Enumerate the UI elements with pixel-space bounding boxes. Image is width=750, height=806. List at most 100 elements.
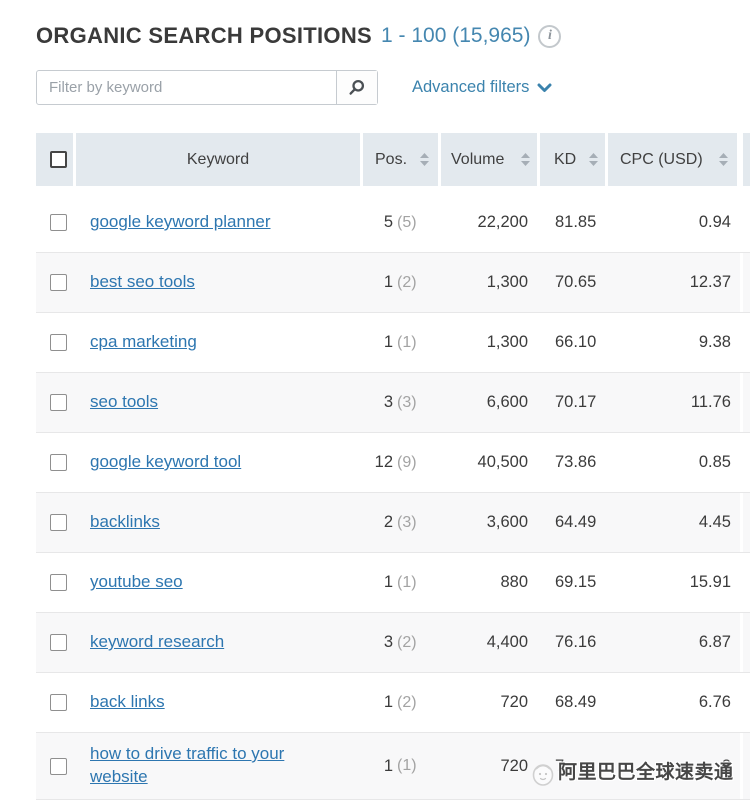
position-value: 3 bbox=[383, 393, 393, 411]
row-checkbox[interactable] bbox=[50, 454, 67, 471]
volume-value: 22,200 bbox=[477, 213, 528, 231]
position-value: 1 bbox=[383, 756, 393, 775]
position-cell: 1 (2) bbox=[363, 673, 441, 732]
table-row: back links 1 (2) 720 68.49 6.76 bbox=[36, 673, 750, 733]
column-header-volume[interactable]: Volume bbox=[441, 133, 540, 186]
position-cell: 3 (2) bbox=[363, 613, 441, 672]
keyword-link[interactable]: google keyword tool bbox=[90, 452, 242, 472]
row-checkbox[interactable] bbox=[50, 634, 67, 651]
page-title: ORGANIC SEARCH POSITIONS bbox=[36, 23, 373, 48]
position-cell: 1 (1) bbox=[363, 733, 441, 799]
cpc-value: 6.87 bbox=[698, 633, 731, 651]
position-value: 2 bbox=[383, 513, 393, 531]
table-row: google keyword tool 12 (9) 40,500 73.86 … bbox=[36, 433, 750, 493]
row-checkbox[interactable] bbox=[50, 757, 67, 775]
position-cell: 2 (3) bbox=[363, 493, 441, 552]
cpc-value: 12.37 bbox=[689, 273, 731, 291]
advanced-filters-link[interactable]: Advanced filters bbox=[412, 78, 552, 97]
position-previous: (2) bbox=[397, 633, 417, 651]
volume-value: 720 bbox=[500, 756, 528, 775]
position-previous: (2) bbox=[397, 693, 417, 711]
row-checkbox[interactable] bbox=[50, 574, 67, 591]
info-icon[interactable]: i bbox=[538, 24, 562, 48]
table-header-row: Keyword Pos. Volume KD CP bbox=[36, 133, 750, 186]
row-checkbox-cell bbox=[36, 193, 76, 252]
kd-value: 68.49 bbox=[555, 693, 597, 711]
row-checkbox[interactable] bbox=[50, 214, 67, 231]
keyword-cell: back links bbox=[76, 673, 363, 732]
position-previous: (3) bbox=[397, 513, 417, 531]
table-row: seo tools 3 (3) 6,600 70.17 11.76 bbox=[36, 373, 750, 433]
keyword-cell: cpa marketing bbox=[76, 313, 363, 372]
partial-next-column-cell bbox=[740, 193, 750, 252]
volume-value: 6,600 bbox=[486, 393, 528, 411]
sort-arrows-icon bbox=[719, 153, 728, 166]
position-cell: 3 (3) bbox=[363, 373, 441, 432]
row-checkbox[interactable] bbox=[50, 694, 67, 711]
position-cell: 1 (2) bbox=[363, 253, 441, 312]
column-header-cpc[interactable]: CPC (USD) bbox=[608, 133, 740, 186]
search-button[interactable] bbox=[336, 71, 377, 104]
kd-value: 70.65 bbox=[555, 273, 597, 291]
row-checkbox-cell bbox=[36, 433, 76, 492]
row-checkbox-cell bbox=[36, 673, 76, 732]
position-value: 1 bbox=[383, 273, 393, 291]
keyword-link[interactable]: google keyword planner bbox=[90, 212, 271, 232]
position-value: 12 bbox=[374, 453, 393, 471]
position-previous: (5) bbox=[397, 213, 417, 231]
volume-value: 4,400 bbox=[486, 633, 528, 651]
position-cell: 12 (9) bbox=[363, 433, 441, 492]
table-row: google keyword planner 5 (5) 22,200 81.8… bbox=[36, 193, 750, 253]
sort-arrows-icon bbox=[589, 153, 598, 166]
partial-next-column-cell bbox=[740, 253, 750, 312]
row-checkbox-cell bbox=[36, 493, 76, 552]
results-range-count[interactable]: 1 - 100 (15,965) bbox=[381, 24, 531, 47]
table-row: youtube seo 1 (1) 880 69.15 15.91 bbox=[36, 553, 750, 613]
filter-bar: Advanced filters bbox=[36, 70, 750, 105]
keyword-filter-input[interactable] bbox=[37, 71, 336, 104]
row-checkbox[interactable] bbox=[50, 274, 67, 291]
keyword-cell: youtube seo bbox=[76, 553, 363, 612]
partial-next-column-cell bbox=[740, 553, 750, 612]
volume-value: 720 bbox=[500, 693, 528, 711]
position-value: 5 bbox=[383, 213, 393, 231]
search-icon bbox=[349, 79, 365, 95]
row-checkbox-cell bbox=[36, 373, 76, 432]
partial-next-column-cell bbox=[740, 673, 750, 732]
row-checkbox[interactable] bbox=[50, 334, 67, 351]
keyword-link[interactable]: keyword research bbox=[90, 632, 225, 652]
keyword-cell: backlinks bbox=[76, 493, 363, 552]
row-checkbox[interactable] bbox=[50, 514, 67, 531]
table-row: how to drive traffic to your website 1 (… bbox=[36, 733, 750, 800]
partial-next-column-cell bbox=[740, 613, 750, 672]
position-previous: (1) bbox=[397, 757, 417, 774]
partial-next-column-cell bbox=[740, 433, 750, 492]
column-header-kd[interactable]: KD bbox=[540, 133, 608, 186]
cpc-value: 6.76 bbox=[698, 693, 731, 711]
row-checkbox-cell bbox=[36, 253, 76, 312]
keyword-link[interactable]: back links bbox=[90, 692, 165, 712]
partial-next-column-header bbox=[740, 133, 750, 186]
volume-value: 3,600 bbox=[486, 513, 528, 531]
table-row: best seo tools 1 (2) 1,300 70.65 12.37 bbox=[36, 253, 750, 313]
keyword-link[interactable]: seo tools bbox=[90, 392, 159, 412]
position-previous: (1) bbox=[397, 573, 417, 591]
keyword-cell: google keyword planner bbox=[76, 193, 363, 252]
organic-positions-table: Keyword Pos. Volume KD CP bbox=[36, 133, 750, 800]
column-header-pos[interactable]: Pos. bbox=[363, 133, 441, 186]
position-previous: (9) bbox=[397, 453, 417, 471]
volume-value: 40,500 bbox=[477, 453, 528, 471]
select-all-checkbox[interactable] bbox=[50, 151, 67, 168]
keyword-cell: best seo tools bbox=[76, 253, 363, 312]
kd-value: 70.17 bbox=[555, 393, 597, 411]
position-cell: 5 (5) bbox=[363, 193, 441, 252]
keyword-link[interactable]: best seo tools bbox=[90, 272, 195, 292]
keyword-link[interactable]: youtube seo bbox=[90, 572, 183, 592]
keyword-link[interactable]: cpa marketing bbox=[90, 332, 197, 352]
row-checkbox[interactable] bbox=[50, 394, 67, 411]
cpc-value: 3 bbox=[721, 756, 731, 775]
partial-next-column-cell bbox=[740, 373, 750, 432]
keyword-link[interactable]: how to drive traffic to your website bbox=[90, 744, 285, 786]
keyword-link[interactable]: backlinks bbox=[90, 512, 160, 532]
sort-arrows-icon bbox=[420, 153, 429, 166]
